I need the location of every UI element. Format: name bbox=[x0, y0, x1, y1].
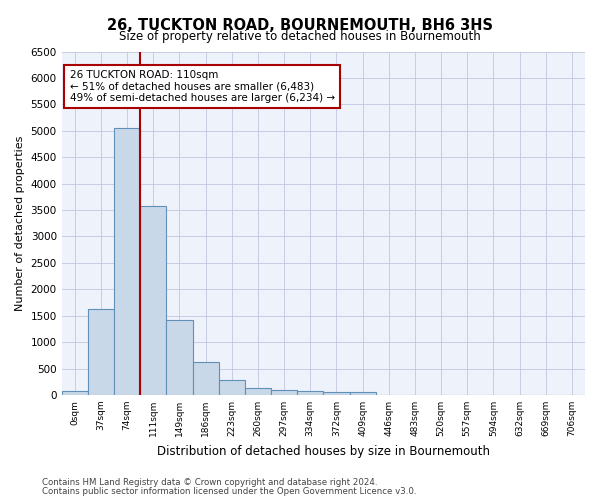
Bar bbox=[218, 380, 245, 395]
Bar bbox=[140, 206, 166, 395]
Text: Size of property relative to detached houses in Bournemouth: Size of property relative to detached ho… bbox=[119, 30, 481, 43]
Bar bbox=[297, 391, 323, 395]
Bar bbox=[323, 392, 350, 395]
Bar bbox=[271, 390, 297, 395]
X-axis label: Distribution of detached houses by size in Bournemouth: Distribution of detached houses by size … bbox=[157, 444, 490, 458]
Y-axis label: Number of detached properties: Number of detached properties bbox=[15, 136, 25, 311]
Bar bbox=[245, 388, 271, 395]
Text: 26 TUCKTON ROAD: 110sqm
← 51% of detached houses are smaller (6,483)
49% of semi: 26 TUCKTON ROAD: 110sqm ← 51% of detache… bbox=[70, 70, 335, 103]
Bar bbox=[166, 320, 193, 395]
Bar bbox=[350, 392, 376, 395]
Text: Contains public sector information licensed under the Open Government Licence v3: Contains public sector information licen… bbox=[42, 486, 416, 496]
Bar bbox=[193, 362, 218, 395]
Text: 26, TUCKTON ROAD, BOURNEMOUTH, BH6 3HS: 26, TUCKTON ROAD, BOURNEMOUTH, BH6 3HS bbox=[107, 18, 493, 32]
Bar bbox=[114, 128, 140, 395]
Bar bbox=[62, 391, 88, 395]
Text: Contains HM Land Registry data © Crown copyright and database right 2024.: Contains HM Land Registry data © Crown c… bbox=[42, 478, 377, 487]
Bar bbox=[88, 309, 114, 395]
